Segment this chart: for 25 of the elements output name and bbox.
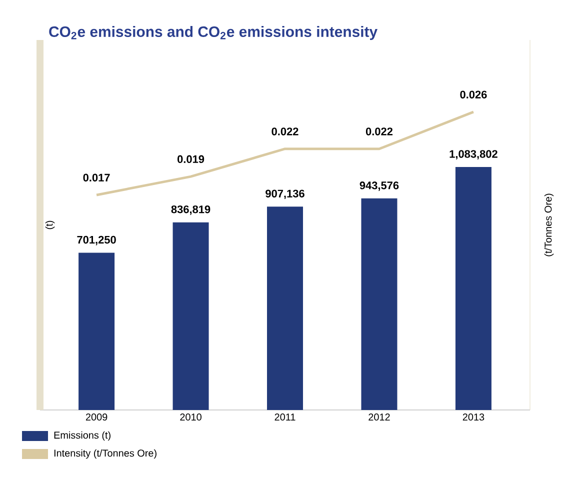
- data-label: 0.019: [178, 155, 204, 164]
- bar: [455, 166, 492, 410]
- x-tick-label: 2013: [462, 414, 484, 421]
- data-label: 1,083,802: [450, 150, 498, 160]
- bar: [172, 222, 209, 410]
- bar: [78, 252, 115, 410]
- data-label: 0.022: [366, 128, 393, 136]
- x-tick-label: 2009: [86, 414, 108, 421]
- bar: [267, 206, 304, 410]
- y-axis-title: (t): [45, 220, 55, 230]
- legend-label: Emissions (t): [54, 431, 110, 441]
- bar: [361, 198, 398, 410]
- data-label: 943,576: [360, 182, 399, 191]
- data-label: 701,250: [77, 236, 116, 246]
- data-label: 0.022: [272, 128, 298, 136]
- x-tick-label: 2010: [180, 414, 202, 421]
- x-tick-label: 2012: [368, 414, 390, 421]
- y2-axis-title: (t/Tonnes Ore): [544, 194, 554, 256]
- chart-title: CO$_{2}$e emissions and CO$_{2}$e emissions intensity: [49, 26, 378, 40]
- data-label: 0.017: [83, 174, 110, 182]
- data-label: 836,819: [171, 205, 210, 215]
- data-label: 907,136: [266, 190, 304, 200]
- data-label: 0.026: [460, 90, 487, 98]
- x-tick-label: 2011: [274, 414, 296, 421]
- legend-label: Intensity (t/Tonnes Ore): [54, 449, 156, 459]
